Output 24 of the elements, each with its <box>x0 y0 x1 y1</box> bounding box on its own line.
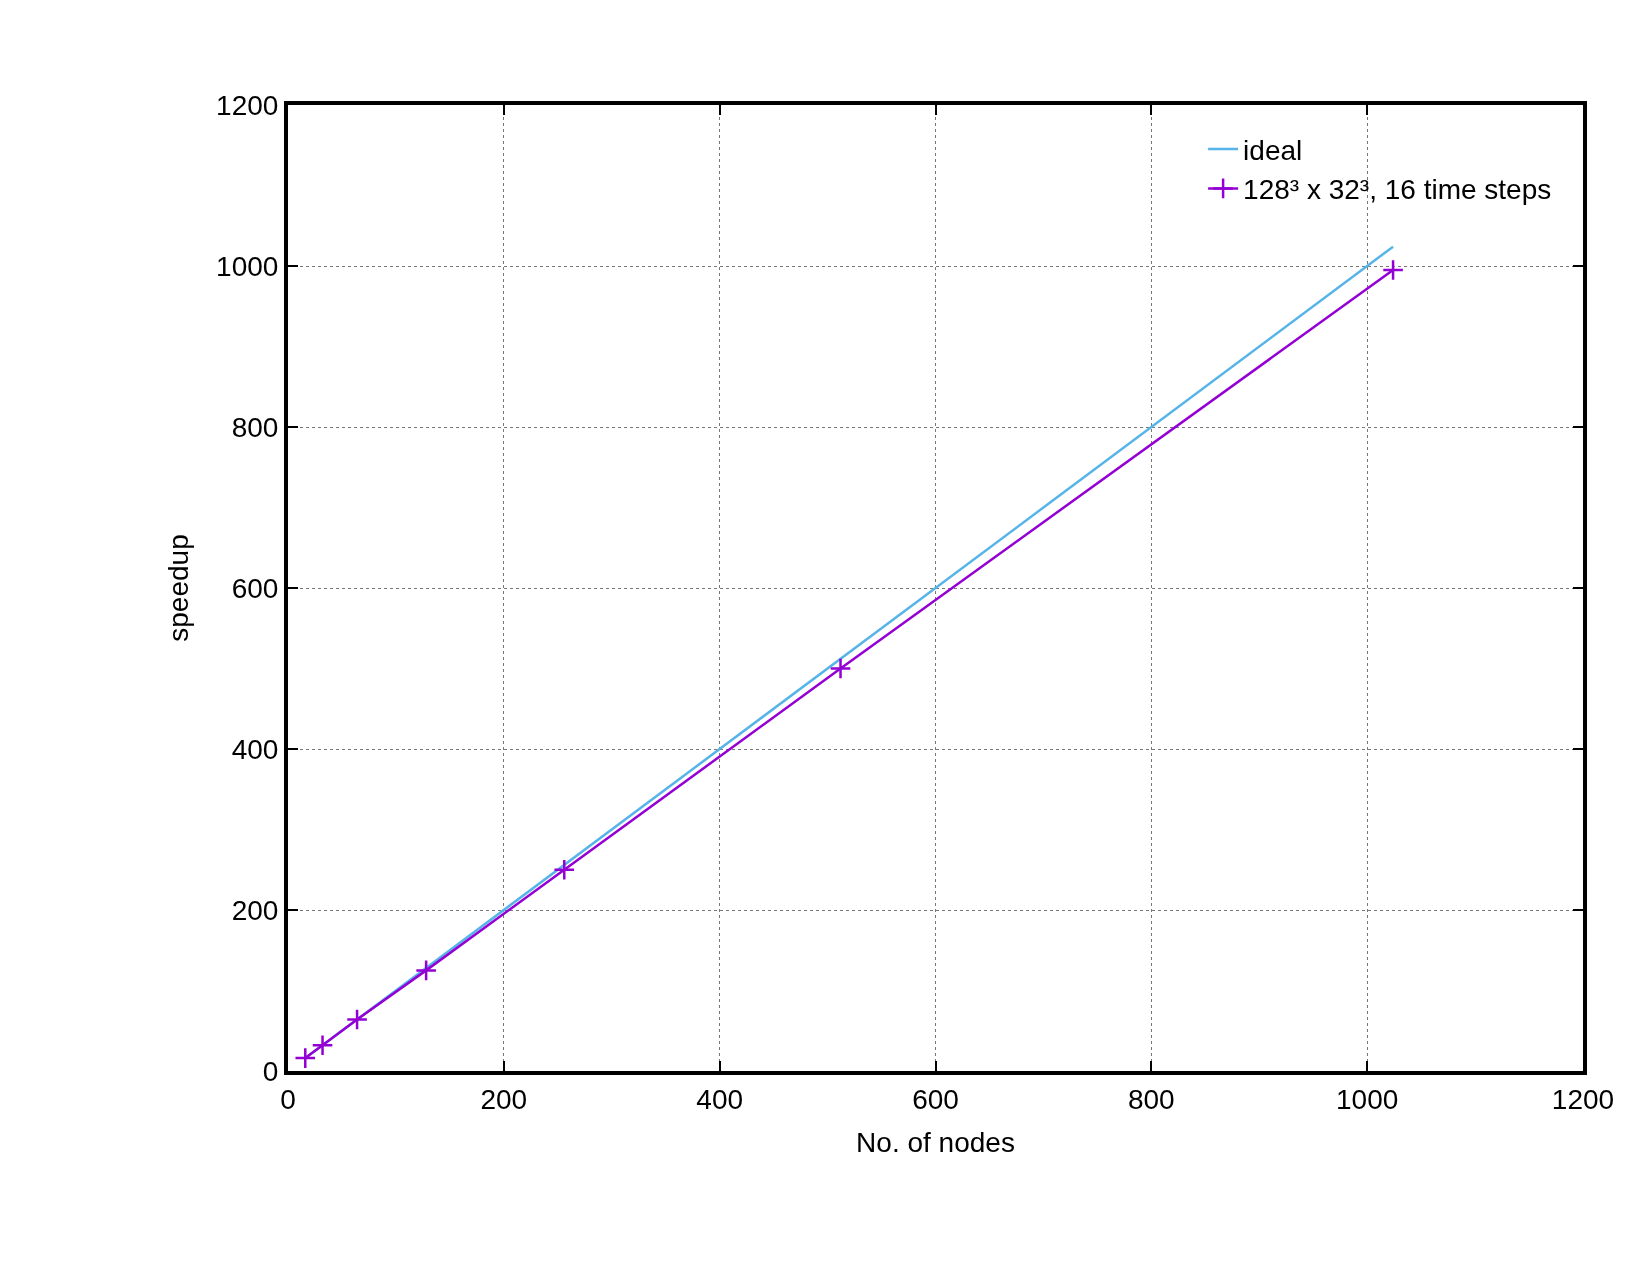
y-tick-label: 1200 <box>216 89 279 121</box>
y-tick-label: 0 <box>262 1055 279 1087</box>
y-tick-label: 400 <box>231 733 279 765</box>
point <box>294 1047 317 1070</box>
point <box>415 959 438 982</box>
legend-label: 128³ x 32³, 16 time steps <box>1243 174 1552 206</box>
x-axis-title: No. of nodes <box>856 1127 1015 1159</box>
y-tick-label: 200 <box>231 894 279 926</box>
point <box>553 858 576 881</box>
point <box>311 1034 334 1057</box>
legend-label: ideal <box>1243 134 1303 166</box>
y-axis-title: speedup <box>163 534 195 642</box>
point <box>1382 258 1405 282</box>
x-tick-label: 200 <box>480 1083 528 1115</box>
y-tick-label: 1000 <box>216 250 279 282</box>
x-tick-label: 1200 <box>1551 1083 1615 1115</box>
x-tick-label: 400 <box>696 1083 744 1115</box>
x-tick-label: 600 <box>912 1083 959 1115</box>
y-tick-label: 600 <box>231 572 279 604</box>
x-tick-label: 800 <box>1127 1083 1175 1115</box>
x-tick-label: 1000 <box>1336 1083 1399 1115</box>
point <box>346 1008 369 1031</box>
y-tick-label: 800 <box>231 411 279 443</box>
point <box>829 657 852 680</box>
